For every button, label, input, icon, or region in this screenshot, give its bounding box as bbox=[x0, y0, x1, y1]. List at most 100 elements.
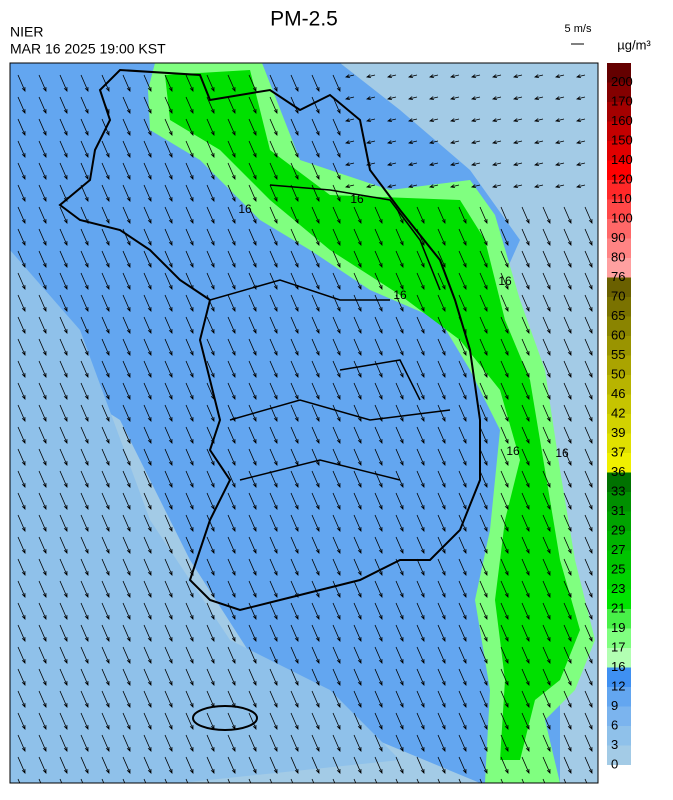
colorbar-label: 27 bbox=[611, 542, 625, 557]
wind-arrow bbox=[185, 712, 194, 730]
wind-arrow bbox=[59, 492, 68, 510]
wind-arrow bbox=[290, 536, 299, 554]
wind-arrow bbox=[584, 448, 593, 466]
wind-arrow bbox=[143, 426, 152, 444]
wind-arrow bbox=[374, 272, 383, 290]
wind-arrow bbox=[584, 294, 593, 312]
wind-arrow bbox=[59, 756, 68, 774]
wind-arrow bbox=[353, 228, 362, 246]
wind-arrow bbox=[269, 470, 278, 488]
wind-arrow bbox=[521, 602, 530, 620]
wind-arrow bbox=[122, 140, 131, 158]
wind-arrow bbox=[521, 272, 530, 290]
wind-arrow bbox=[143, 712, 152, 730]
wind-arrow bbox=[450, 162, 460, 167]
wind-arrow bbox=[59, 712, 68, 730]
wind-arrow bbox=[164, 580, 173, 598]
wind-arrow bbox=[513, 96, 523, 101]
colorbar-label: 12 bbox=[611, 678, 625, 693]
wind-arrow bbox=[248, 734, 257, 752]
wind-arrow bbox=[164, 778, 168, 783]
wind-arrow bbox=[269, 294, 278, 312]
wind-arrow bbox=[122, 360, 131, 378]
wind-arrow bbox=[248, 294, 257, 312]
wind-arrow bbox=[164, 646, 173, 664]
wind-arrow bbox=[542, 338, 551, 356]
wind-arrow bbox=[101, 404, 110, 422]
wind-arrow bbox=[101, 690, 110, 708]
wind-arrow bbox=[345, 96, 355, 101]
wind-arrow bbox=[185, 96, 194, 114]
wind-arrow bbox=[311, 778, 315, 783]
wind-arrow bbox=[429, 118, 439, 123]
wind-arrow bbox=[542, 602, 551, 620]
wind-arrow bbox=[563, 778, 567, 783]
wind-arrow bbox=[59, 470, 68, 488]
wind-arrow bbox=[185, 492, 194, 510]
wind-arrow bbox=[17, 360, 26, 378]
wind-arrow bbox=[143, 294, 152, 312]
wind-arrow bbox=[458, 404, 467, 422]
wind-arrow bbox=[563, 558, 572, 576]
wind-arrow bbox=[353, 778, 357, 783]
wind-arrow bbox=[80, 756, 89, 774]
wind-arrow bbox=[17, 778, 21, 783]
wind-arrow bbox=[500, 602, 509, 620]
wind-arrow bbox=[227, 514, 236, 532]
colorbar-label: 29 bbox=[611, 522, 625, 537]
wind-arrow bbox=[500, 470, 509, 488]
wind-arrow bbox=[521, 382, 530, 400]
wind-arrow bbox=[311, 624, 320, 642]
colorbar-segment bbox=[607, 355, 631, 375]
colorbar-label: 9 bbox=[611, 698, 618, 713]
wind-arrow bbox=[59, 514, 68, 532]
agency: NIER bbox=[10, 24, 43, 40]
wind-arrow bbox=[269, 492, 278, 510]
wind-arrow bbox=[576, 140, 586, 145]
wind-arrow bbox=[471, 118, 481, 123]
wind-arrow bbox=[353, 734, 362, 752]
wind-arrow bbox=[269, 162, 278, 180]
wind-arrow bbox=[500, 448, 509, 466]
wind-arrow bbox=[17, 140, 26, 158]
wind-arrow bbox=[332, 690, 341, 708]
wind-arrow bbox=[542, 712, 551, 730]
wind-arrow bbox=[366, 140, 376, 145]
wind-arrow bbox=[311, 646, 320, 664]
wind-arrow bbox=[513, 162, 523, 167]
contour-label: 16 bbox=[555, 446, 569, 460]
wind-arrow bbox=[59, 448, 68, 466]
wind-arrow bbox=[248, 756, 257, 774]
colorbar-segment bbox=[607, 199, 631, 219]
wind-arrow bbox=[248, 228, 257, 246]
wind-arrow bbox=[290, 580, 299, 598]
wind-arrow bbox=[395, 470, 404, 488]
wind-arrow bbox=[227, 712, 236, 730]
wind-arrow bbox=[185, 228, 194, 246]
wind-arrow bbox=[227, 184, 236, 202]
wind-arrow bbox=[17, 558, 26, 576]
colorbar-segment bbox=[607, 492, 631, 512]
wind-arrow bbox=[563, 536, 572, 554]
unit: µg/m³ bbox=[617, 37, 651, 52]
wind-arrow bbox=[164, 338, 173, 356]
wind-arrow bbox=[542, 646, 551, 664]
wind-arrow bbox=[269, 118, 278, 136]
wind-arrow bbox=[164, 558, 173, 576]
wind-arrow bbox=[311, 382, 320, 400]
wind-arrow bbox=[269, 712, 278, 730]
wind-arrow bbox=[17, 338, 26, 356]
colorbar-label: 150 bbox=[611, 132, 633, 147]
wind-arrow bbox=[59, 426, 68, 444]
wind-arrow bbox=[395, 360, 404, 378]
colorbar-label: 21 bbox=[611, 600, 625, 615]
wind-arrow bbox=[521, 360, 530, 378]
wind-arrow bbox=[374, 338, 383, 356]
wind-arrow bbox=[513, 140, 523, 145]
wind-arrow bbox=[101, 734, 110, 752]
wind-arrow bbox=[374, 536, 383, 554]
wind-arrow bbox=[206, 382, 215, 400]
wind-arrow bbox=[374, 602, 383, 620]
wind-arrow bbox=[311, 316, 320, 334]
wind-arrow bbox=[248, 206, 257, 224]
